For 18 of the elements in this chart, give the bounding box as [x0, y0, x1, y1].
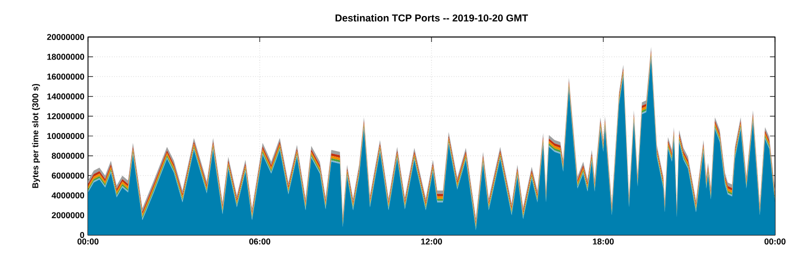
x-tick-label: 06:00 [249, 238, 270, 245]
x-tick-label: 12:00 [421, 238, 442, 245]
y-tick-label: 4000000 [52, 192, 84, 198]
y-tick-label: 14000000 [47, 93, 84, 100]
y-tick-label: 16000000 [47, 74, 84, 80]
y-tick-label: 0 [80, 232, 84, 238]
x-tick-label: 18:00 [592, 238, 614, 245]
chart-title: Destination TCP Ports -- 2019-10-20 GMT [336, 14, 528, 22]
y-axis-title: Bytes per time slot (300 s) [32, 84, 40, 188]
y-tick-label: 2000000 [52, 212, 84, 218]
y-tick-label: 18000000 [47, 54, 84, 60]
y-tick-label: 20000000 [47, 34, 84, 40]
y-tick-label: 12000000 [47, 113, 84, 120]
x-tick-label: 00:00 [764, 238, 786, 245]
y-tick-label: 8000000 [52, 152, 84, 159]
y-tick-label: 6000000 [52, 172, 84, 179]
x-tick-label: 00:00 [78, 238, 98, 245]
y-tick-label: 10000000 [47, 133, 84, 139]
